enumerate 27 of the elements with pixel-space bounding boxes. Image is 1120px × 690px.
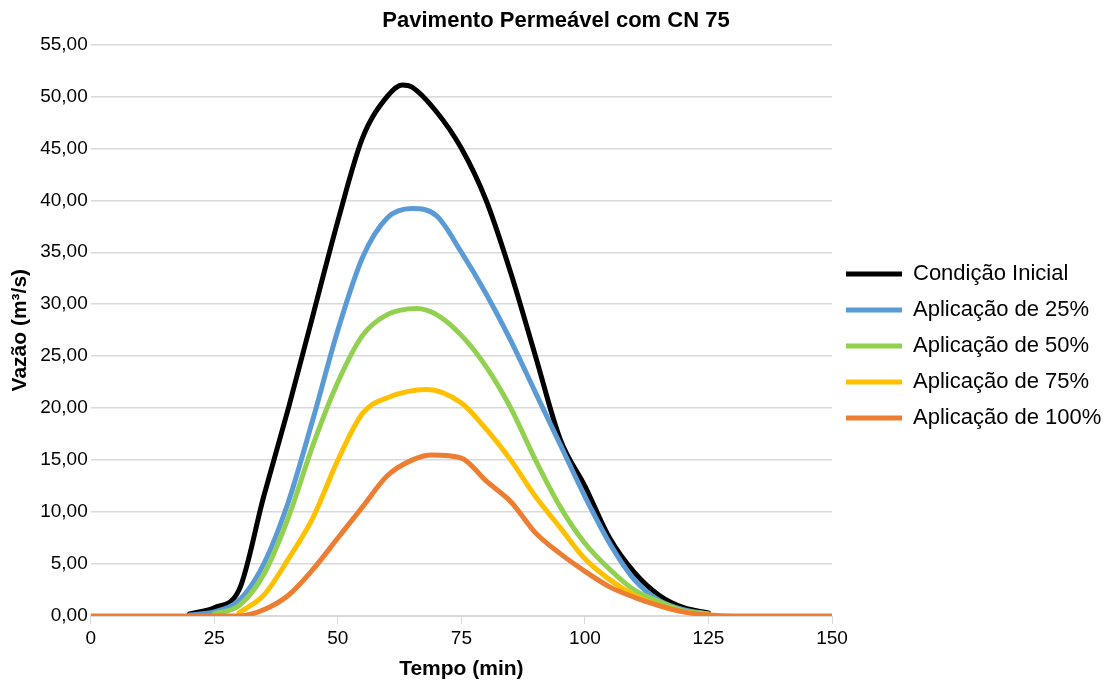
y-tick-label: 40,00: [40, 188, 88, 210]
y-tick-label: 20,00: [40, 396, 88, 418]
x-tick-label: 50: [327, 626, 349, 648]
y-tick-label: 50,00: [40, 84, 88, 106]
y-tick-label: 30,00: [40, 292, 88, 314]
y-tick-label: 15,00: [40, 448, 88, 470]
y-tick-label: 35,00: [40, 240, 88, 262]
chart-title: Pavimento Permeável com CN 75: [382, 7, 730, 33]
y-tick-label: 45,00: [40, 136, 88, 158]
legend-label: Aplicação de 50%: [913, 332, 1090, 358]
legend-label: Aplicação de 25%: [913, 296, 1090, 322]
y-tick-label: 0,00: [50, 604, 88, 626]
legend-label: Condição Inicial: [913, 260, 1069, 286]
y-tick-label: 5,00: [50, 552, 88, 574]
y-tick-label: 10,00: [40, 500, 88, 522]
x-tick-label: 75: [450, 626, 472, 648]
x-axis-title: Tempo (min): [399, 656, 524, 680]
x-tick-label: 125: [692, 626, 725, 648]
y-tick-label: 55,00: [40, 32, 88, 54]
x-tick-label: 25: [203, 626, 225, 648]
x-tick-label: 100: [569, 626, 601, 648]
y-tick-label: 25,00: [40, 344, 88, 366]
legend-label: Aplicação de 75%: [913, 368, 1090, 394]
y-axis-title: Vazão (m³/s): [7, 268, 31, 392]
x-tick-label: 0: [85, 626, 97, 648]
x-tick-label: 150: [816, 626, 848, 648]
legend-label: Aplicação de 100%: [913, 404, 1102, 430]
